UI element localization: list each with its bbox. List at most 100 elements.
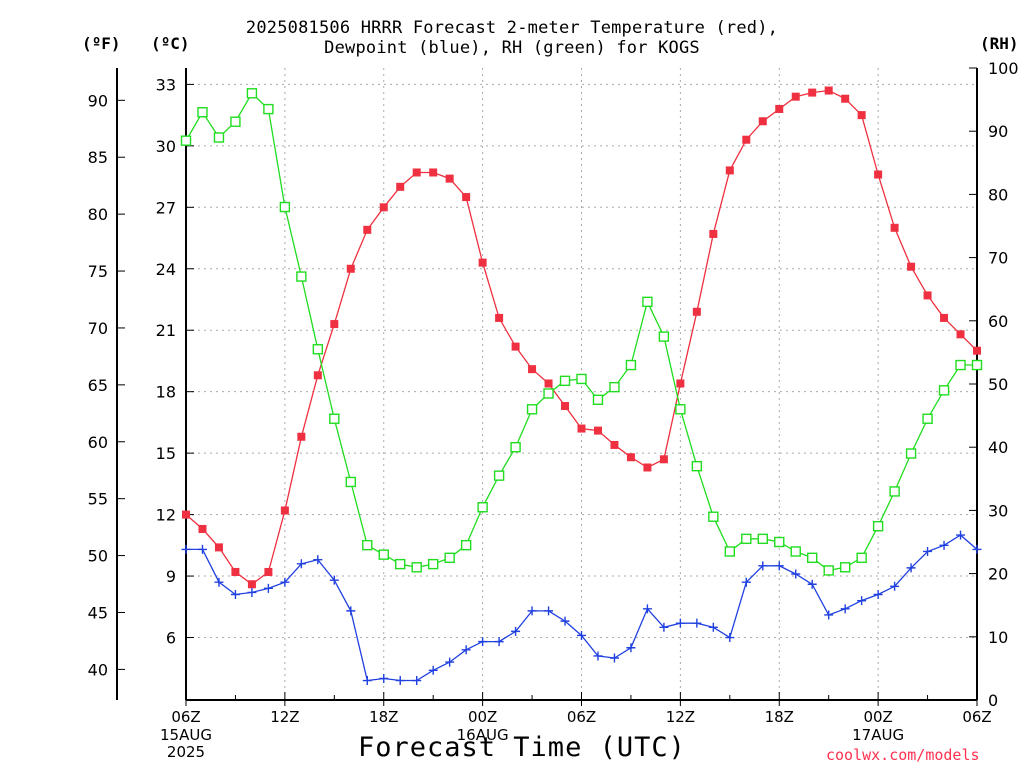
rh-marker — [543, 388, 554, 399]
rh-marker — [625, 359, 637, 371]
dewpoint-marker — [263, 583, 273, 593]
rh-marker — [493, 470, 505, 481]
dewpoint-marker — [428, 665, 438, 675]
dewpoint-marker — [329, 575, 339, 585]
temperature-marker — [742, 135, 751, 144]
rh-marker — [329, 413, 340, 424]
x-axis-title: Forecast Time (UTC) — [358, 732, 686, 763]
rh-marker — [642, 296, 653, 308]
dewpoint-marker — [972, 544, 982, 554]
temperature-marker — [544, 379, 553, 388]
temperature-marker — [445, 174, 454, 183]
temperature-marker — [643, 463, 652, 472]
rh-marker — [510, 442, 521, 453]
temperature-marker — [429, 168, 438, 177]
rh-marker — [296, 271, 307, 282]
temperature-marker — [528, 365, 537, 374]
dewpoint-marker — [675, 618, 685, 628]
dewpoint-marker — [857, 596, 867, 606]
fahrenheit-tick-label: 45 — [88, 603, 108, 622]
dewpoint-marker — [478, 637, 488, 647]
celsius-tick-label: 30 — [156, 137, 176, 156]
celsius-unit-label: (ºC) — [151, 34, 190, 53]
x-year-label: 2025 — [167, 743, 205, 761]
rh-marker — [741, 533, 752, 545]
celsius-tick-label: 18 — [156, 383, 176, 402]
temperature-marker — [775, 104, 784, 113]
rh-marker — [675, 404, 686, 415]
fahrenheit-tick-label: 50 — [88, 547, 108, 566]
temperature-marker — [692, 307, 701, 316]
temperature-marker — [808, 88, 817, 97]
dewpoint-marker — [445, 657, 455, 667]
x-date-label: 15AUG — [160, 726, 212, 744]
rh-marker — [180, 135, 192, 146]
dewpoint-marker — [412, 676, 422, 686]
rh-marker — [774, 536, 785, 548]
rh-tick-label: 0 — [988, 691, 998, 710]
fahrenheit-tick-label: 60 — [88, 433, 108, 452]
dewpoint-marker — [873, 589, 883, 599]
dewpoint-marker — [824, 610, 834, 620]
dewpoint-marker — [758, 561, 768, 571]
x-date-label: 17AUG — [852, 726, 904, 744]
temperature-marker — [874, 170, 883, 179]
x-tick-label: 12Z — [666, 708, 695, 726]
rh-marker — [955, 359, 966, 371]
rh-marker — [790, 546, 801, 557]
temperature-marker — [561, 402, 570, 411]
rh-tick-label: 60 — [988, 312, 1008, 331]
dewpoint-marker — [577, 630, 586, 640]
temperature-marker — [824, 86, 833, 95]
x-tick-label: 06Z — [962, 708, 991, 726]
dewpoint-marker — [461, 645, 471, 655]
rh-tick-label: 30 — [988, 501, 1008, 520]
temperature-marker — [890, 223, 899, 232]
temperature-marker — [363, 225, 372, 234]
dewpoint-marker — [708, 622, 718, 632]
temperature-marker — [182, 510, 190, 519]
celsius-tick-label: 12 — [156, 506, 176, 525]
temperature-marker — [907, 262, 916, 271]
temperature-marker — [379, 203, 388, 212]
rh-marker — [807, 552, 818, 563]
rh-marker — [460, 539, 472, 551]
temperature-marker — [231, 567, 240, 576]
dewpoint-marker — [247, 587, 257, 597]
fahrenheit-tick-label: 70 — [88, 319, 108, 338]
dewpoint-marker — [511, 626, 521, 636]
rh-unit-label: (RH) — [980, 34, 1019, 53]
temperature-marker — [280, 506, 289, 515]
dewpoint-marker — [725, 633, 735, 643]
dewpoint-marker — [214, 577, 224, 587]
celsius-tick-label: 21 — [156, 321, 176, 340]
rh-tick-label: 100 — [988, 59, 1019, 78]
dewpoint-marker — [230, 589, 240, 599]
dewpoint-marker — [692, 618, 702, 628]
chart-title-line-2: Dewpoint (blue), RH (green) for KOGS — [324, 38, 700, 58]
chart-title-line-1: 2025081506 HRRR Forecast 2-meter Tempera… — [245, 18, 779, 38]
rh-marker — [246, 88, 258, 99]
rh-tick-label: 10 — [988, 628, 1008, 647]
fahrenheit-tick-label: 55 — [88, 490, 108, 509]
dewpoint-marker — [840, 604, 850, 614]
dewpoint-marker — [296, 559, 306, 569]
rh-marker — [872, 521, 884, 532]
fahrenheit-tick-label: 75 — [88, 262, 108, 281]
rh-marker — [905, 448, 917, 459]
credit-link[interactable]: coolwx.com/models — [826, 746, 980, 764]
fahrenheit-tick-label: 40 — [88, 660, 108, 679]
x-tick-label: 00Z — [863, 708, 892, 726]
rh-marker — [279, 201, 291, 213]
rh-marker — [609, 381, 620, 393]
dewpoint-marker — [956, 530, 966, 540]
temperature-marker — [346, 264, 355, 273]
temperature-marker — [396, 182, 405, 191]
rh-marker — [839, 562, 851, 573]
rh-marker — [378, 549, 389, 560]
celsius-tick-label: 24 — [156, 260, 176, 279]
temperature-marker — [791, 92, 800, 101]
dewpoint-marker — [923, 546, 933, 556]
rh-marker — [823, 565, 834, 576]
dewpoint-marker — [527, 606, 537, 616]
